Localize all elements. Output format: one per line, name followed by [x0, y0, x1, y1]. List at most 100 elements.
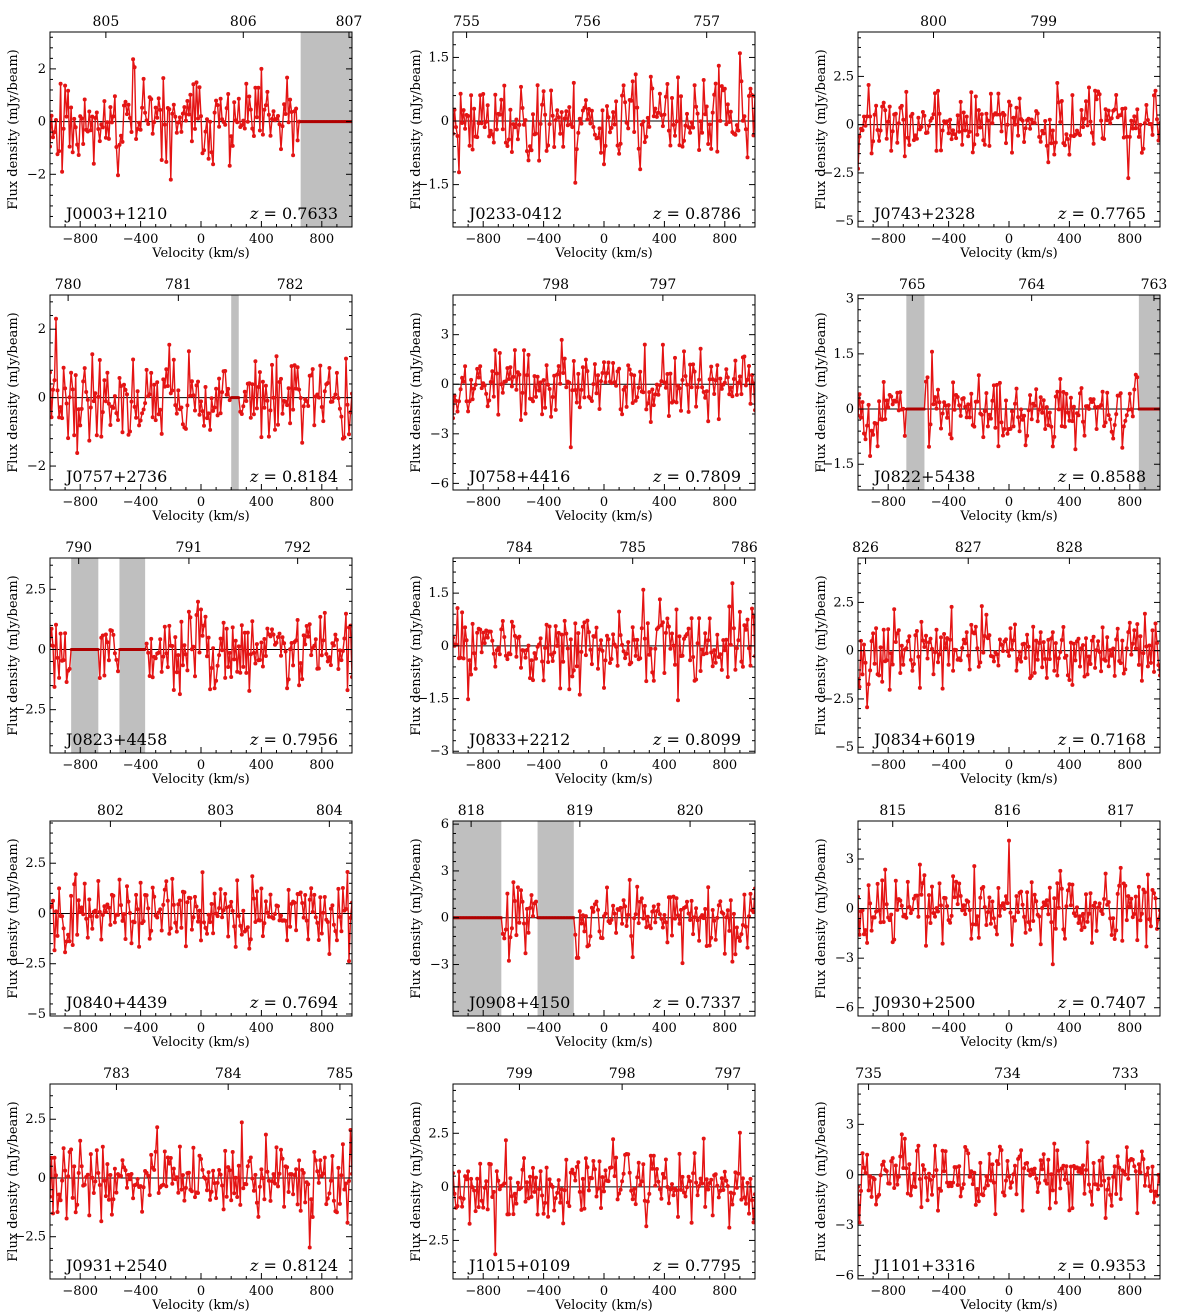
panel-11-point: [737, 938, 742, 943]
panel-9-y-tick-label: 2.5: [833, 595, 854, 610]
panel-15-point: [1105, 1187, 1110, 1192]
panel-13-point: [168, 1156, 173, 1160]
panel-8-point: [523, 655, 528, 660]
panel-7-point: [217, 653, 222, 658]
panel-1-point: [291, 153, 296, 158]
panel-9-plot-area: [858, 604, 1160, 710]
panel-5-point: [728, 385, 733, 390]
panel-14-point: [707, 1181, 712, 1185]
panel-8-point: [709, 650, 714, 655]
panel-12-point: [1052, 896, 1057, 901]
panel-14-point: [574, 1164, 579, 1169]
panel-12-point: [1094, 928, 1099, 933]
panel-2-point: [617, 151, 622, 156]
panel-11-point: [668, 895, 673, 900]
panel-10-point: [171, 902, 176, 907]
panel-6-point: [1100, 389, 1105, 394]
panel-3-point: [949, 137, 954, 142]
panel-8-y-tick-label: −3: [430, 744, 449, 759]
panel-15-x-tick-label: −400: [931, 1284, 967, 1299]
panel-11-point: [703, 907, 708, 911]
panel-7-point: [188, 615, 193, 620]
panel-8-point: [514, 654, 519, 659]
panel-12-top-tick-label: 816: [994, 803, 1021, 819]
panel-15-point: [1085, 1140, 1090, 1145]
panel-2-point: [591, 125, 596, 129]
panel-5-point: [734, 392, 739, 397]
panel-10-point: [108, 922, 113, 927]
panel-13-point: [212, 1181, 217, 1186]
panel-14-x-tick-label: 400: [652, 1284, 677, 1299]
panel-14-point: [713, 1172, 718, 1177]
panel-11-point: [572, 916, 576, 920]
panel-9-point: [899, 643, 904, 648]
panel-6-point: [967, 415, 972, 420]
panel-11-point: [704, 944, 709, 948]
panel-12-ticks: [858, 821, 1160, 1016]
panel-14-point: [603, 1168, 608, 1173]
panel-11-point: [525, 906, 529, 911]
panel-13-point: [295, 1202, 300, 1207]
panel-5-point: [555, 372, 560, 377]
panel-4-point: [82, 366, 87, 371]
panel-4-point: [149, 370, 154, 375]
panel-4-point: [257, 370, 262, 375]
panel-4-point: [250, 382, 255, 387]
panel-13-point: [220, 1183, 225, 1188]
panel-5-point: [475, 366, 480, 371]
panel-13-point: [276, 1184, 280, 1189]
panel-14-x-axis-label: Velocity (km/s): [554, 1298, 652, 1313]
panel-4-point: [93, 391, 98, 396]
panel-8-points: [453, 581, 755, 703]
panel-15-point: [1111, 1174, 1116, 1179]
panel-8-point: [555, 643, 560, 648]
panel-4-point: [60, 416, 65, 421]
panel-9-point: [911, 662, 916, 666]
panel-13-point: [171, 1166, 176, 1171]
panel-13-point: [93, 1179, 98, 1184]
panel-7-point: [223, 675, 228, 680]
panel-1-point: [114, 145, 119, 149]
panel-10-point: [273, 912, 277, 916]
panel-4-point: [152, 382, 157, 387]
panel-12-point: [1106, 900, 1111, 905]
panel-6-point: [1103, 420, 1108, 425]
panel-11-point: [688, 918, 693, 922]
panel-9-point: [963, 641, 968, 646]
panel-10-point: [303, 893, 308, 897]
panel-15-point: [917, 1177, 922, 1181]
panel-14-point: [679, 1187, 683, 1192]
panel-6-point: [979, 412, 984, 417]
panel-5-point: [650, 387, 655, 392]
panel-9-point: [1081, 643, 1085, 648]
panel-3-point: [982, 142, 987, 147]
panel-14-point: [635, 1175, 640, 1180]
panel-5-point: [484, 391, 489, 396]
panel-14-point: [731, 1191, 736, 1196]
panel-4-point: [203, 385, 208, 389]
panel-2-point: [647, 124, 652, 129]
panel-13-x-tick-label: −800: [62, 1284, 98, 1299]
panel-7-point: [186, 609, 191, 614]
panel-14-point: [716, 1195, 721, 1200]
panel-15-point: [1041, 1152, 1046, 1157]
panel-3-point: [1055, 81, 1060, 85]
panel-11-point: [731, 911, 736, 916]
panel-9-point: [1078, 664, 1082, 669]
panel-7-point: [57, 675, 62, 680]
panel-14-point: [514, 1201, 519, 1206]
panel-3-point: [1108, 121, 1113, 126]
panel-12-point: [1005, 901, 1010, 906]
panel-14-point: [639, 1179, 644, 1184]
panel-12-point: [958, 894, 963, 898]
panel-10-point: [292, 900, 297, 905]
panel-6-point: [1001, 433, 1005, 438]
panel-13-x-tick-label: −400: [123, 1284, 159, 1299]
panel-13-point: [149, 1152, 154, 1157]
panel-5-point: [455, 409, 460, 414]
panel-1-point: [289, 110, 294, 114]
panel-1-point: [285, 75, 290, 80]
panel-10-point: [63, 950, 68, 955]
panel-7-point: [250, 619, 255, 624]
panel-4-point: [132, 404, 137, 409]
